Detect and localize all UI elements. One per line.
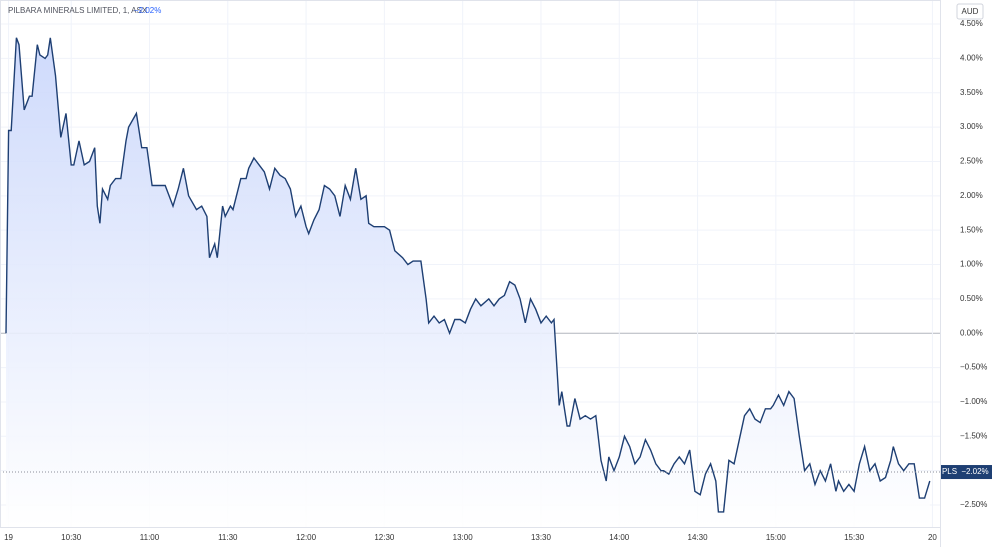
- badge-name: PLS: [942, 467, 957, 476]
- x-tick-label: 20: [928, 533, 937, 542]
- area-fill: [5, 37, 930, 528]
- badge-value-bg: [958, 465, 992, 480]
- y-tick-label: 1.50%: [960, 225, 983, 234]
- x-tick-label: 14:00: [609, 533, 630, 542]
- x-tick-label: 13:30: [531, 533, 552, 542]
- x-tick-label: 10:30: [61, 533, 82, 542]
- line: [5, 37, 931, 513]
- y-tick-label: 0.00%: [960, 328, 983, 337]
- y-tick-label: −1.00%: [960, 397, 987, 406]
- y-tick-label: 4.50%: [960, 19, 983, 28]
- currency: AUD: [962, 7, 979, 16]
- x-tick-label: 11:00: [140, 533, 160, 542]
- plot: [0, 37, 940, 528]
- y-tick-label: 3.00%: [960, 122, 983, 131]
- x-tick-label: 14:30: [688, 533, 709, 542]
- y-tick-label: −1.50%: [960, 431, 987, 440]
- chart-title: PILBARA MINERALS LIMITED, 1, ASX: [8, 6, 148, 15]
- change-label: −2.02%: [134, 6, 161, 15]
- y-tick-label: 3.50%: [960, 88, 983, 97]
- y-tick-label: −0.50%: [960, 363, 987, 372]
- y-tick-label: 2.50%: [960, 157, 983, 166]
- y-tick-label: −2.50%: [960, 500, 987, 509]
- x-tick-label: 12:30: [374, 533, 395, 542]
- x-tick-label: 13:00: [453, 533, 474, 542]
- y-tick-label: 1.00%: [960, 260, 983, 269]
- x-tick-label: 15:00: [766, 533, 787, 542]
- y-tick-label: 4.00%: [960, 54, 983, 63]
- badge-value: −2.02%: [961, 467, 988, 476]
- y-tick-label: 0.50%: [960, 294, 983, 303]
- x-tick-label: 11:30: [218, 533, 238, 542]
- x-tick-label: 19: [4, 533, 13, 542]
- x-tick-label: 15:30: [844, 533, 865, 542]
- y-tick-label: 2.00%: [960, 191, 983, 200]
- badge-name-bg: [941, 465, 958, 480]
- currency-box: [956, 3, 984, 20]
- x-tick-label: 12:00: [296, 533, 317, 542]
